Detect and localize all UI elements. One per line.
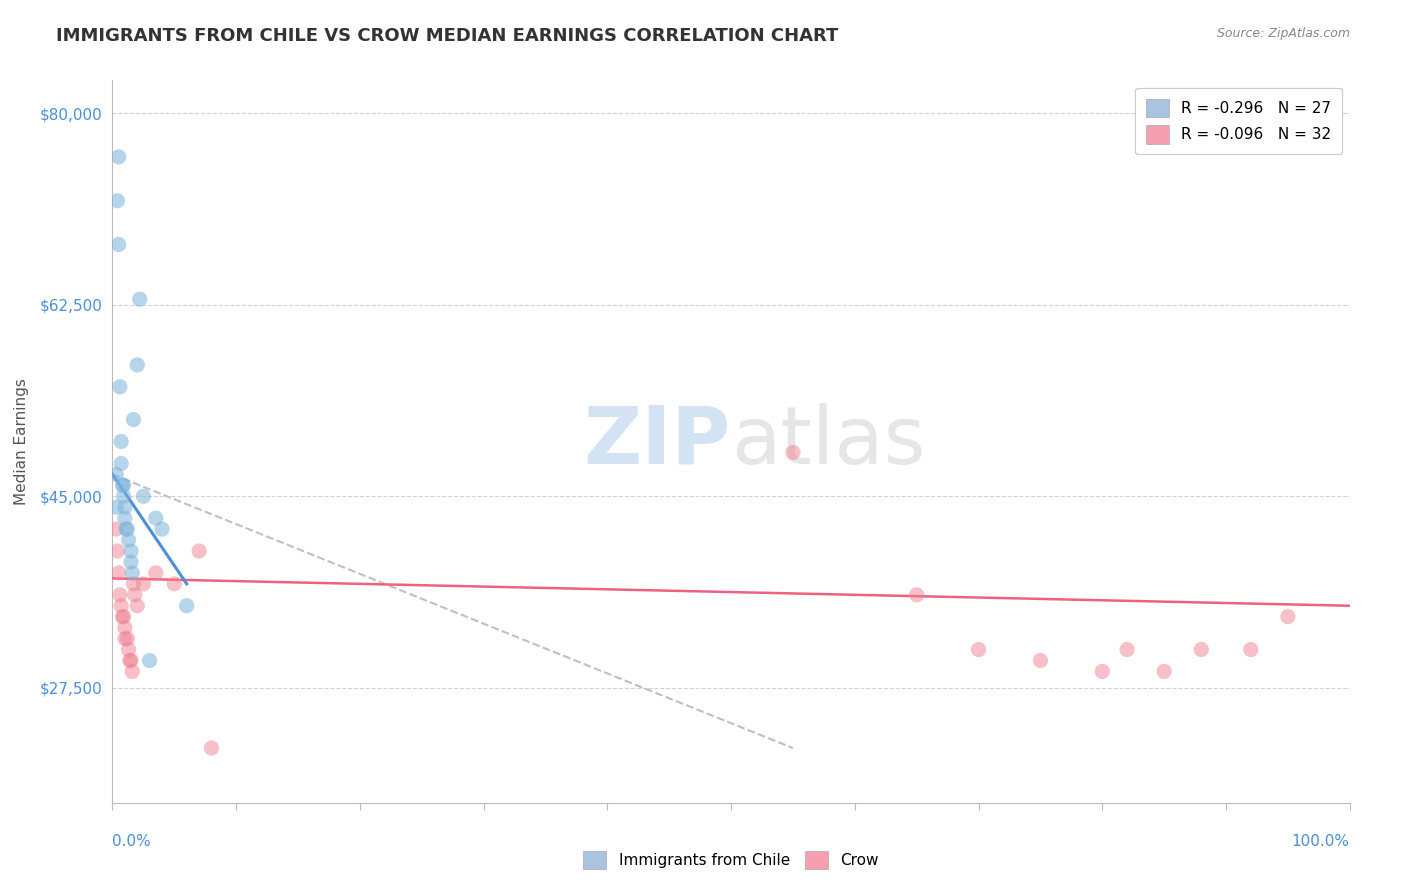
Point bbox=[967, 642, 990, 657]
Point bbox=[1189, 642, 1212, 657]
Point bbox=[121, 566, 143, 580]
Point bbox=[176, 599, 198, 613]
Point bbox=[122, 577, 145, 591]
Point bbox=[782, 445, 804, 459]
Point bbox=[107, 544, 129, 558]
Point bbox=[905, 588, 928, 602]
Point bbox=[122, 412, 145, 426]
Point bbox=[1091, 665, 1114, 679]
Text: atlas: atlas bbox=[731, 402, 925, 481]
Point bbox=[111, 609, 134, 624]
Point bbox=[114, 500, 136, 515]
Text: IMMIGRANTS FROM CHILE VS CROW MEDIAN EARNINGS CORRELATION CHART: IMMIGRANTS FROM CHILE VS CROW MEDIAN EAR… bbox=[56, 27, 838, 45]
Point bbox=[1240, 642, 1263, 657]
Point bbox=[114, 621, 136, 635]
Point bbox=[128, 292, 150, 306]
Point bbox=[107, 237, 129, 252]
Point bbox=[127, 358, 149, 372]
Point bbox=[120, 555, 142, 569]
Point bbox=[118, 653, 141, 667]
Point bbox=[105, 467, 128, 482]
Point bbox=[114, 511, 136, 525]
Point bbox=[188, 544, 211, 558]
Point bbox=[108, 588, 131, 602]
Point bbox=[117, 522, 139, 536]
Y-axis label: Median Earnings: Median Earnings bbox=[14, 378, 28, 505]
Legend: R = -0.296   N = 27, R = -0.096   N = 32: R = -0.296 N = 27, R = -0.096 N = 32 bbox=[1136, 88, 1343, 154]
Text: Source: ZipAtlas.com: Source: ZipAtlas.com bbox=[1216, 27, 1350, 40]
Point bbox=[145, 566, 167, 580]
Point bbox=[112, 609, 135, 624]
Text: 100.0%: 100.0% bbox=[1292, 834, 1350, 849]
Point bbox=[114, 632, 136, 646]
Point bbox=[1277, 609, 1299, 624]
Point bbox=[132, 577, 155, 591]
Point bbox=[120, 544, 142, 558]
Text: 0.0%: 0.0% bbox=[112, 834, 152, 849]
Point bbox=[1153, 665, 1175, 679]
Point bbox=[112, 489, 135, 503]
Point bbox=[105, 522, 128, 536]
Point bbox=[117, 533, 139, 547]
Point bbox=[105, 500, 128, 515]
Point bbox=[124, 588, 146, 602]
Point bbox=[117, 632, 139, 646]
Point bbox=[138, 653, 160, 667]
Point bbox=[107, 194, 129, 208]
Point bbox=[1116, 642, 1139, 657]
Point bbox=[163, 577, 186, 591]
Point bbox=[121, 665, 143, 679]
Point bbox=[110, 599, 132, 613]
Text: ZIP: ZIP bbox=[583, 402, 731, 481]
Point bbox=[120, 653, 142, 667]
Point bbox=[110, 457, 132, 471]
Point bbox=[111, 478, 134, 492]
Point bbox=[127, 599, 149, 613]
Point bbox=[107, 566, 129, 580]
Point bbox=[112, 478, 135, 492]
Point bbox=[107, 150, 129, 164]
Point bbox=[150, 522, 173, 536]
Point bbox=[115, 522, 138, 536]
Point bbox=[108, 380, 131, 394]
Point bbox=[132, 489, 155, 503]
Point bbox=[200, 741, 222, 756]
Point bbox=[145, 511, 167, 525]
Point bbox=[117, 642, 139, 657]
Legend: Immigrants from Chile, Crow: Immigrants from Chile, Crow bbox=[578, 845, 884, 875]
Point bbox=[1029, 653, 1052, 667]
Point bbox=[110, 434, 132, 449]
